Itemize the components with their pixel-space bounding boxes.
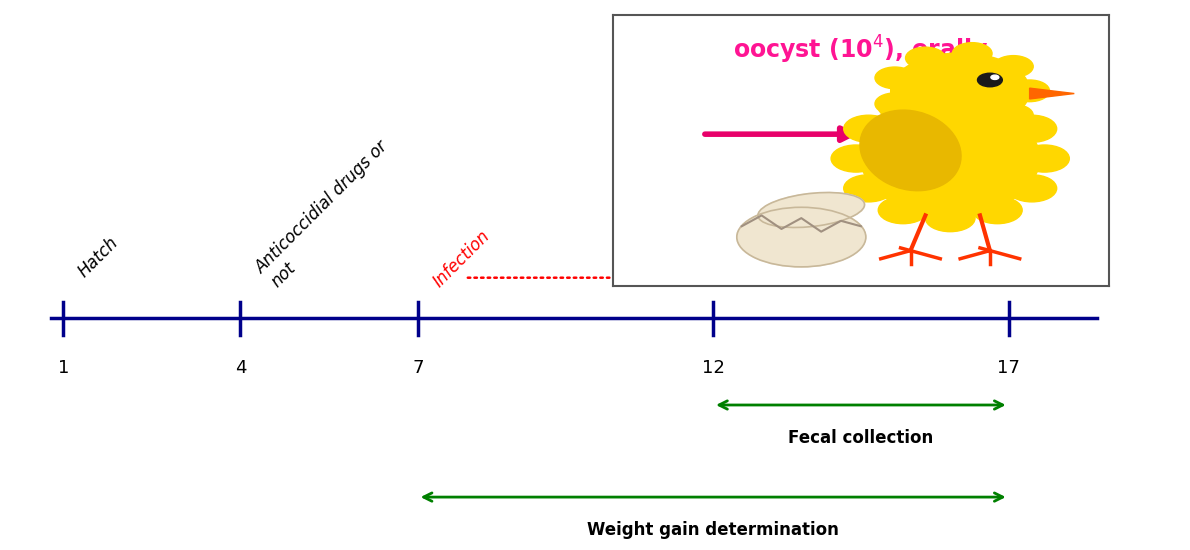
Text: 7: 7: [412, 359, 424, 377]
Text: 12: 12: [702, 359, 725, 377]
Text: Weight gain determination: Weight gain determination: [587, 521, 839, 540]
Text: 17: 17: [997, 359, 1020, 377]
Text: 1: 1: [57, 359, 69, 377]
Text: Infection: Infection: [430, 227, 494, 292]
Text: 4: 4: [234, 359, 246, 377]
Text: Fecal collection: Fecal collection: [788, 430, 933, 447]
Text: Hatch: Hatch: [75, 233, 123, 280]
Text: Anticoccidial drugs or
not: Anticoccidial drugs or not: [252, 137, 407, 292]
